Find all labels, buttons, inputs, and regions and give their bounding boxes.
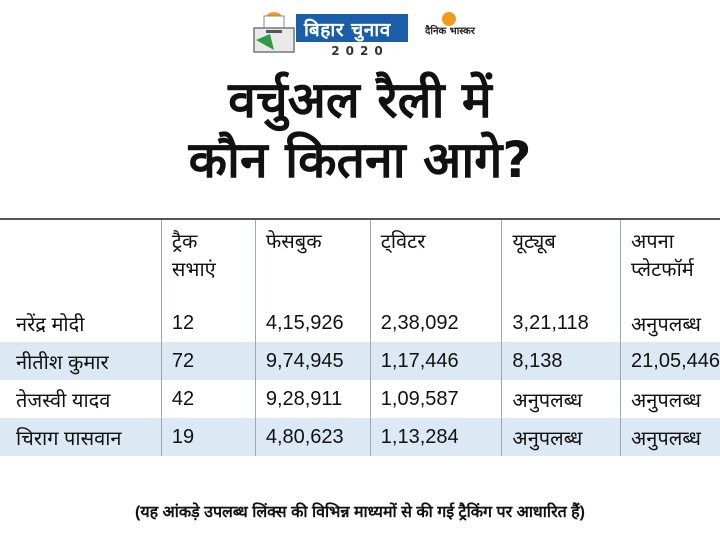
header-text: ट्रैक (171, 231, 198, 253)
cell-own-platform: अनुपलब्ध (620, 380, 720, 418)
cell-rallies: 19 (160, 418, 256, 456)
header-text: यूट्यूब (512, 231, 556, 253)
ballot-box-icon (253, 12, 295, 53)
header-text: फेसबुक (265, 231, 322, 253)
table-row: तेजस्वी यादव 42 9,28,911 1,09,587 अनुपलब… (0, 380, 720, 418)
header-text: प्लेटफॉर्म (631, 259, 694, 281)
page-title: वर्चुअल रैली में कौन कितना आगे? (0, 70, 720, 190)
header: बिहार चुनाव 2020 दैनिक भास्कर (0, 0, 720, 64)
header-cell-own-platform: अपना प्लेटफॉर्म (620, 218, 720, 304)
cell-own-platform: अनुपलब्ध (620, 304, 720, 342)
footnote: (यह आंकड़े उपलब्ध लिंक्स की विभिन्न माध्… (134, 504, 585, 521)
header-cell-facebook: फेसबुक (254, 218, 371, 304)
cell-twitter: 1,09,587 (369, 380, 502, 418)
cell-youtube: 8,138 (501, 342, 621, 380)
table-row: नीतीश कुमार 72 9,74,945 1,17,446 8,138 2… (0, 342, 720, 380)
cell-twitter: 2,38,092 (369, 304, 502, 342)
cell-youtube: अनुपलब्ध (501, 418, 621, 456)
brand-text: बिहार चुनाव (304, 19, 391, 41)
sun-icon (442, 12, 456, 26)
publisher-logo: दैनिक भास्कर (422, 12, 475, 52)
cell-rallies: 72 (160, 342, 256, 380)
header-cell-twitter: ट्विटर (369, 218, 502, 304)
title-line-1: वर्चुअल रैली में (228, 71, 492, 129)
title-line-2: कौन कितना आगे? (188, 131, 532, 189)
header-text: ट्विटर (380, 231, 426, 253)
publisher-name: दैनिक भास्कर (425, 26, 475, 37)
header-cell-youtube: यूट्यूब (501, 218, 621, 304)
cell-name: तेजस्वी यादव (16, 389, 111, 412)
table-row: नरेंद्र मोदी 12 4,15,926 2,38,092 3,21,1… (0, 304, 720, 342)
cell-facebook: 4,15,926 (254, 304, 371, 342)
cell-name: चिराग पासवान (0, 418, 162, 456)
brand-year: 2020 (331, 44, 389, 58)
cell-facebook: 4,80,623 (254, 418, 371, 456)
brand-banner: बिहार चुनाव (296, 14, 408, 42)
cell-own-platform: अनुपलब्ध (620, 418, 720, 456)
election-logo: बिहार चुनाव 2020 दैनिक भास्कर (250, 6, 475, 58)
header-text: अपना (631, 231, 674, 253)
header-text: सभाएं (171, 259, 216, 281)
table-row: चिराग पासवान 19 4,80,623 1,13,284 अनुपलब… (0, 418, 720, 456)
cell-rallies: 12 (160, 304, 256, 342)
cell-facebook: 9,28,911 (254, 380, 371, 418)
cell-youtube: अनुपलब्ध (501, 380, 621, 418)
cell-facebook: 9,74,945 (254, 342, 371, 380)
cell-rallies: 42 (160, 380, 256, 418)
cell-twitter: 1,13,284 (369, 418, 502, 456)
cell-twitter: 1,17,446 (369, 342, 502, 380)
header-cell-name (0, 218, 162, 304)
cell-youtube: 3,21,118 (501, 304, 621, 342)
cell-name: नरेंद्र मोदी (16, 313, 85, 336)
table-header-row: ट्रैक सभाएं फेसबुक ट्विटर यूट्यूब अपना प… (0, 218, 720, 304)
cell-name: नीतीश कुमार (0, 342, 162, 380)
header-cell-rallies: ट्रैक सभाएं (160, 218, 256, 304)
rally-stats-table: ट्रैक सभाएं फेसबुक ट्विटर यूट्यूब अपना प… (0, 218, 720, 456)
cell-own-platform: 21,05,446 (620, 342, 720, 380)
